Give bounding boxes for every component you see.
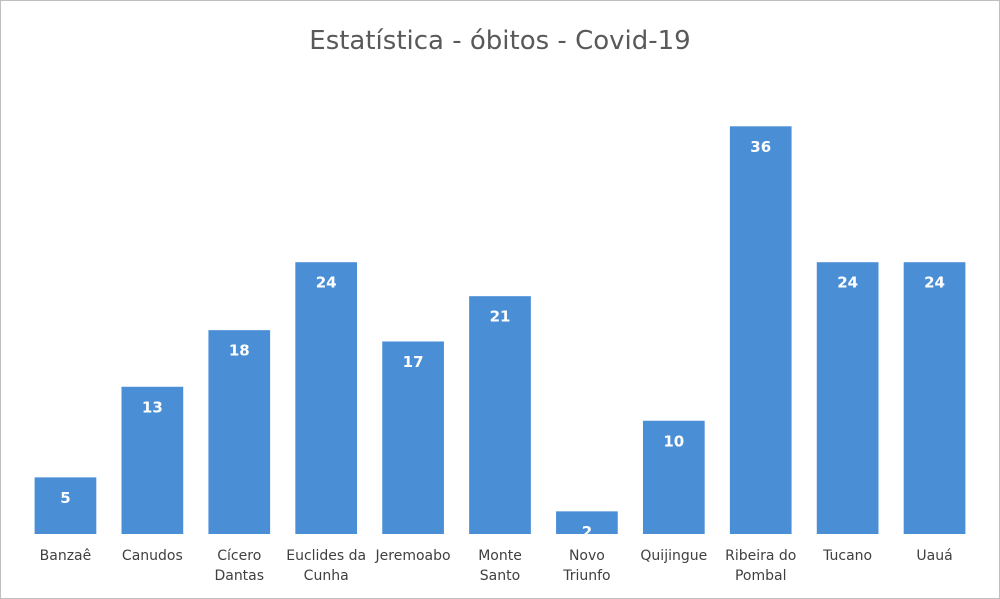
data-label: 36 (750, 138, 771, 156)
x-tick-label: Monte Santo (478, 548, 522, 584)
data-label: 13 (142, 398, 163, 416)
data-label: 21 (490, 308, 511, 326)
x-tick-label: Quijingue (640, 548, 708, 564)
x-tick-label: Cícero Dantas (214, 548, 265, 584)
bar (469, 296, 531, 534)
bar (903, 262, 966, 534)
bar (556, 511, 618, 534)
x-tick-label: Uauá (916, 548, 953, 564)
data-label: 24 (924, 274, 945, 292)
data-label: 10 (663, 432, 684, 450)
x-tick-label: Euclides da Cunha (286, 548, 367, 584)
x-tick-label: Banzaê (39, 548, 92, 564)
bar (121, 386, 184, 534)
data-label: 17 (403, 353, 424, 371)
x-tick-label: Jeremoabo (375, 548, 451, 564)
data-label: 5 (60, 489, 70, 507)
data-label: 18 (229, 342, 250, 360)
data-label: 24 (837, 274, 858, 292)
bar (382, 341, 444, 534)
bar (816, 262, 879, 534)
bar (295, 262, 358, 534)
x-tick-label: Tucano (823, 548, 873, 564)
x-tick-label: Novo Triunfo (563, 548, 611, 584)
chart-title: Estatística - óbitos - Covid-19 (309, 26, 690, 56)
bar (34, 477, 97, 534)
data-label: 2 (582, 523, 592, 541)
x-tick-label: Ribeira do Pombal (725, 548, 797, 584)
bar (729, 126, 792, 535)
x-tick-label: Canudos (121, 548, 183, 564)
bar (642, 420, 705, 534)
bar (208, 330, 271, 534)
data-label: 24 (316, 274, 337, 292)
